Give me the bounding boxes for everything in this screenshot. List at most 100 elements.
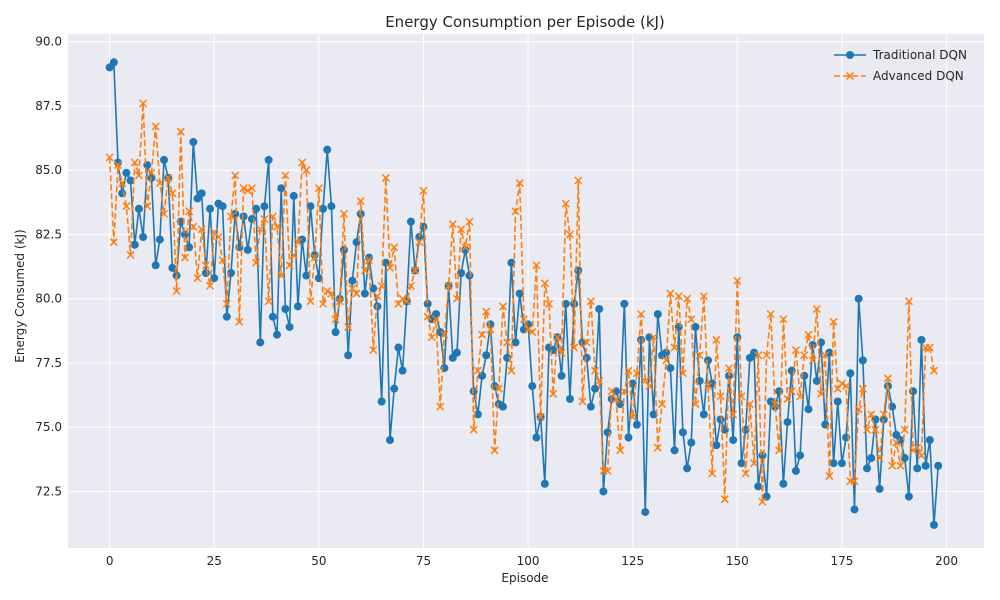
data-point [452, 294, 461, 303]
data-point [904, 492, 913, 501]
data-point [143, 161, 152, 170]
data-point [578, 338, 587, 347]
x-axis-label: Episode [501, 571, 548, 585]
data-point [298, 158, 307, 167]
data-point [909, 387, 918, 396]
data-point [339, 209, 349, 218]
data-point [670, 446, 679, 455]
y-tick-label: 80.0 [35, 292, 62, 306]
data-point [218, 256, 227, 265]
data-point [528, 328, 537, 337]
data-point [306, 297, 315, 306]
data-point [243, 245, 252, 254]
data-point [134, 171, 143, 180]
data-point [812, 304, 821, 314]
data-point [741, 469, 750, 478]
data-point [314, 274, 323, 283]
data-point [185, 243, 194, 252]
data-point [319, 299, 328, 308]
data-point [147, 168, 156, 177]
data-point [482, 351, 491, 360]
data-point [415, 238, 424, 247]
data-point [595, 304, 604, 313]
data-point [850, 477, 859, 486]
data-point [134, 204, 143, 213]
data-point [273, 330, 282, 339]
data-point [373, 292, 382, 301]
x-tick-label: 50 [311, 554, 326, 568]
data-point [863, 425, 872, 434]
data-point [419, 186, 428, 195]
data-point [277, 271, 286, 280]
data-point [783, 394, 792, 403]
data-point [683, 464, 692, 473]
data-point [122, 202, 131, 211]
data-point [850, 505, 859, 514]
data-point [896, 436, 905, 445]
data-point [360, 266, 369, 275]
data-point [260, 202, 269, 211]
data-point [272, 222, 282, 231]
data-point [678, 369, 687, 378]
data-point [344, 322, 353, 332]
data-point [344, 351, 353, 360]
data-point [256, 225, 265, 234]
data-point [390, 243, 399, 252]
data-point [423, 312, 432, 321]
data-point [716, 415, 725, 424]
data-point [854, 405, 863, 414]
data-point [193, 274, 202, 283]
data-point [934, 461, 943, 470]
data-point [352, 289, 361, 298]
data-point [452, 348, 461, 357]
data-point [515, 179, 524, 188]
data-point [821, 351, 830, 360]
data-point [310, 253, 319, 262]
data-point [427, 333, 436, 342]
data-point [620, 299, 629, 308]
y-tick-label: 87.5 [35, 99, 62, 113]
data-point [557, 348, 566, 357]
data-point [264, 297, 273, 306]
data-point [917, 451, 926, 460]
data-point [436, 328, 445, 337]
data-point [390, 384, 399, 393]
data-point [293, 302, 302, 311]
data-point [549, 389, 558, 398]
data-point [837, 459, 846, 468]
data-point [448, 220, 457, 229]
data-point [515, 289, 524, 298]
data-point [867, 410, 876, 419]
y-tick-label: 82.5 [35, 227, 62, 241]
data-point [139, 99, 148, 108]
data-point [565, 394, 574, 403]
data-point [863, 464, 872, 473]
data-point [281, 304, 290, 313]
data-point [256, 338, 265, 347]
data-point [532, 433, 541, 442]
data-point [591, 366, 600, 375]
data-point [130, 240, 139, 249]
data-point [247, 184, 256, 193]
data-point [691, 400, 700, 409]
data-point [779, 315, 788, 324]
chart-title: Energy Consumption per Episode (kJ) [385, 13, 665, 31]
data-point [285, 261, 294, 270]
data-point [465, 217, 474, 226]
data-point [591, 384, 600, 393]
data-point [720, 495, 729, 504]
data-point [561, 199, 570, 208]
data-point [260, 215, 269, 224]
legend-marker [845, 71, 855, 81]
data-point [113, 161, 123, 170]
data-point [369, 284, 378, 293]
x-tick-label: 75 [416, 554, 431, 568]
data-point [369, 346, 378, 355]
data-point [365, 256, 374, 265]
data-point [925, 343, 934, 352]
data-point [109, 238, 118, 247]
data-point [678, 428, 687, 437]
data-point [645, 382, 654, 391]
data-point [666, 364, 675, 373]
data-point [206, 204, 215, 213]
